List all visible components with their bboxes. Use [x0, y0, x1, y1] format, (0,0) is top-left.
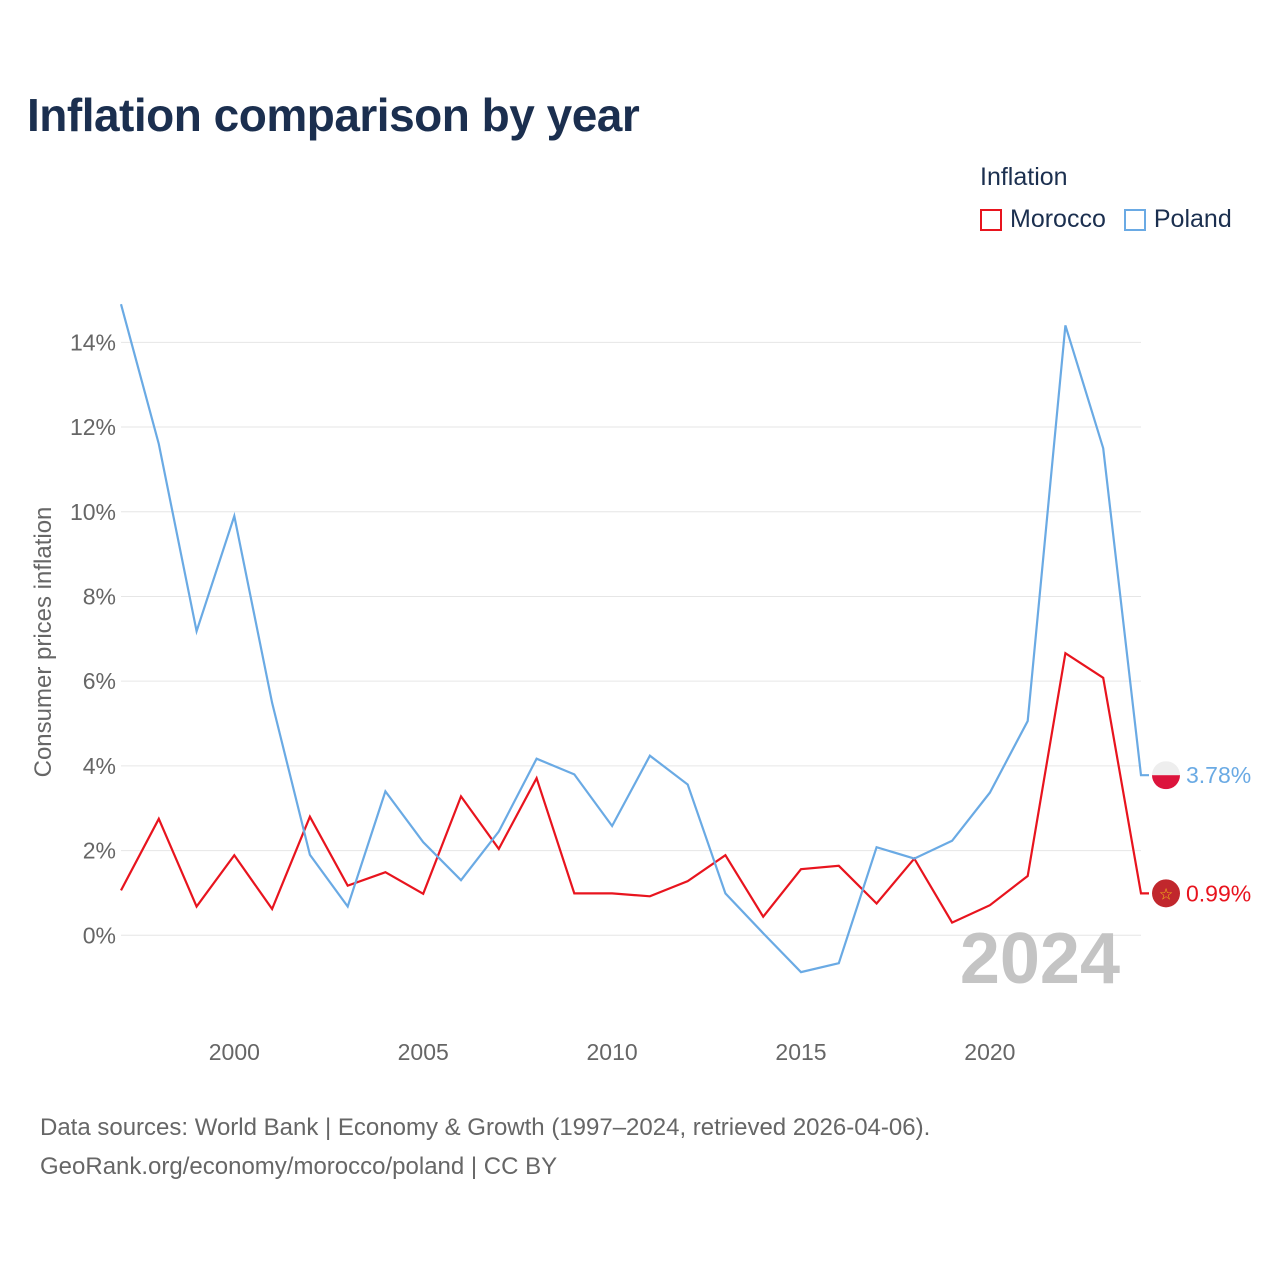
chart-title: Inflation comparison by year: [27, 89, 640, 141]
data-point-morocco[interactable]: [156, 816, 162, 822]
source-line-1: Data sources: World Bank | Economy & Gro…: [40, 1114, 931, 1141]
data-point-morocco[interactable]: [269, 906, 275, 912]
y-tick-label: 10%: [70, 499, 116, 525]
y-tick-label: 14%: [70, 329, 116, 355]
data-point-morocco[interactable]: [1062, 650, 1068, 656]
data-point-poland[interactable]: [874, 844, 880, 850]
data-point-poland[interactable]: [269, 700, 275, 706]
data-point-morocco[interactable]: [345, 883, 351, 889]
data-point-poland[interactable]: [685, 782, 691, 788]
data-point-morocco[interactable]: [458, 793, 464, 799]
series-line-poland[interactable]: [119, 303, 1149, 974]
data-point-poland[interactable]: [420, 839, 426, 845]
x-tick-label: 2020: [964, 1039, 1015, 1065]
y-tick-label: 0%: [83, 922, 116, 948]
data-point-morocco[interactable]: [874, 901, 880, 907]
data-point-morocco[interactable]: [609, 890, 615, 896]
data-point-poland[interactable]: [609, 823, 615, 829]
x-tick-label: 2000: [209, 1039, 260, 1065]
data-point-morocco[interactable]: [647, 893, 653, 899]
data-point-poland[interactable]: [382, 788, 388, 794]
data-point-morocco[interactable]: [1100, 675, 1106, 681]
end-value-label-poland: 3.78%: [1186, 762, 1251, 788]
morocco-flag-icon: ☆: [1152, 879, 1180, 908]
data-point-poland[interactable]: [911, 856, 917, 862]
series-layer: ☆ 0.99% 3.78%: [118, 301, 1251, 975]
x-tick-label: 2015: [775, 1039, 826, 1065]
data-point-poland[interactable]: [760, 930, 766, 936]
data-point-morocco[interactable]: [987, 902, 993, 908]
y-tick-label: 6%: [83, 668, 116, 694]
data-point-poland[interactable]: [534, 756, 540, 762]
legend-label-poland: Poland: [1153, 205, 1232, 233]
data-point-morocco[interactable]: [194, 903, 200, 909]
data-point-poland[interactable]: [1138, 772, 1144, 778]
data-point-poland[interactable]: [231, 513, 237, 519]
svg-text:☆: ☆: [1159, 886, 1173, 903]
legend-swatch-poland: [1123, 208, 1146, 231]
x-tick-label: 2005: [398, 1039, 449, 1065]
data-point-poland[interactable]: [194, 628, 200, 634]
data-point-morocco[interactable]: [420, 891, 426, 897]
data-point-morocco[interactable]: [307, 814, 313, 820]
data-point-poland[interactable]: [836, 960, 842, 966]
data-point-poland[interactable]: [345, 903, 351, 909]
data-point-poland[interactable]: [118, 301, 124, 307]
y-tick-label: 8%: [83, 583, 116, 609]
data-point-poland[interactable]: [156, 441, 162, 447]
series-line-morocco[interactable]: [120, 651, 1149, 925]
legend-title: Inflation: [980, 163, 1068, 191]
data-point-morocco[interactable]: [231, 852, 237, 858]
end-value-label-morocco: 0.99%: [1186, 880, 1251, 906]
data-point-poland[interactable]: [987, 790, 993, 796]
data-point-morocco[interactable]: [571, 890, 577, 896]
year-watermark: 2024: [960, 919, 1120, 999]
source-line-2[interactable]: GeoRank.org/economy/morocco/poland | CC …: [40, 1153, 558, 1180]
data-point-poland[interactable]: [722, 890, 728, 896]
data-point-morocco[interactable]: [798, 866, 804, 872]
data-point-poland[interactable]: [307, 852, 313, 858]
data-point-morocco[interactable]: [118, 887, 124, 893]
y-tick-label: 4%: [83, 753, 116, 779]
data-point-morocco[interactable]: [534, 775, 540, 781]
data-point-morocco[interactable]: [760, 914, 766, 920]
legend-item-poland[interactable]: Poland: [1123, 205, 1232, 234]
data-point-poland[interactable]: [1025, 718, 1031, 724]
data-point-morocco[interactable]: [496, 846, 502, 852]
data-point-poland[interactable]: [458, 877, 464, 883]
data-point-morocco[interactable]: [722, 852, 728, 858]
data-point-poland[interactable]: [1100, 445, 1106, 451]
legend-item-morocco[interactable]: Morocco: [980, 205, 1106, 234]
data-point-morocco[interactable]: [1138, 890, 1144, 896]
source-note: Data sources: World Bank | Economy & Gro…: [40, 1108, 930, 1186]
legend-swatch-morocco: [980, 208, 1002, 231]
x-tick-label: 2010: [587, 1039, 638, 1065]
legend-label-morocco: Morocco: [1010, 205, 1106, 233]
data-point-morocco[interactable]: [382, 869, 388, 875]
data-point-morocco[interactable]: [1025, 873, 1031, 879]
data-point-morocco[interactable]: [685, 878, 691, 884]
data-point-poland[interactable]: [949, 838, 955, 844]
data-point-poland[interactable]: [798, 969, 804, 975]
data-point-poland[interactable]: [571, 771, 577, 777]
legend: Morocco Poland: [980, 205, 1250, 234]
data-point-morocco[interactable]: [836, 863, 842, 869]
y-tick-label: 12%: [70, 414, 116, 440]
grid-layer: 0% 2% 4% 6% 8% 10% 12% 14% 2000 2005 2010 2015 2020: [70, 329, 1141, 1065]
poland-flag-icon: [1152, 761, 1180, 790]
y-tick-label: 2%: [83, 838, 116, 864]
data-point-poland[interactable]: [496, 829, 502, 835]
data-point-poland[interactable]: [647, 753, 653, 759]
y-axis-label: Consumer prices inflation: [30, 507, 57, 778]
data-point-poland[interactable]: [1062, 322, 1068, 328]
data-point-morocco[interactable]: [949, 920, 955, 926]
